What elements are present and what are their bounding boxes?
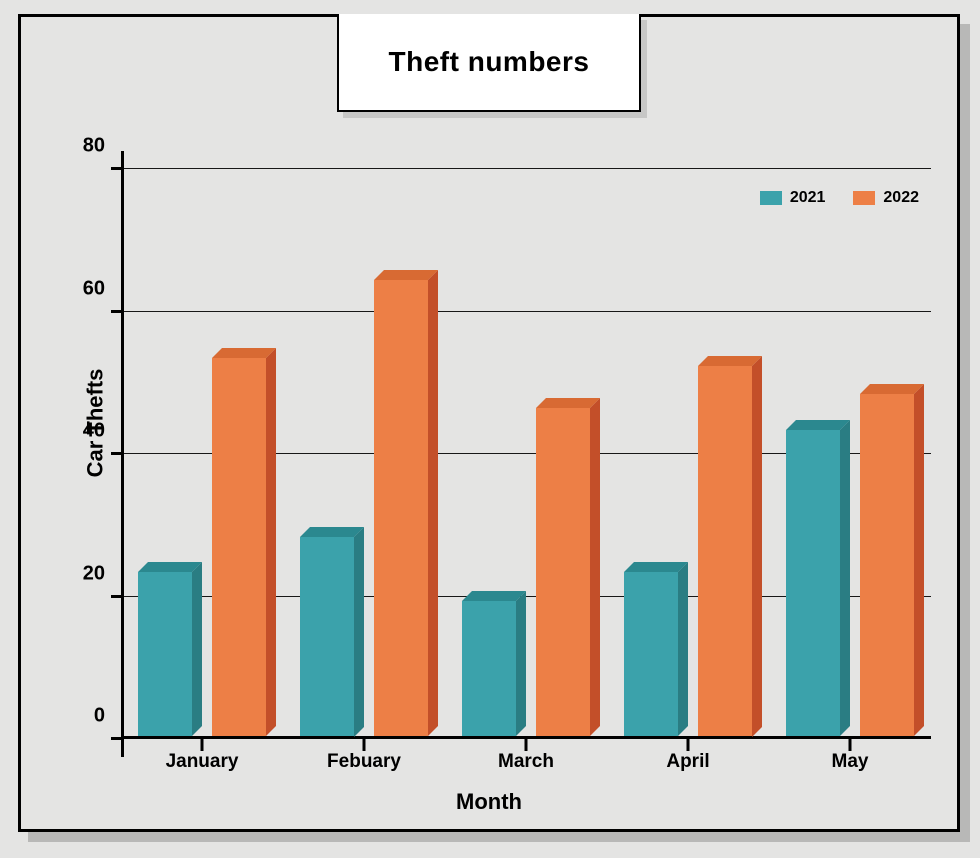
x-tick-mark: [687, 739, 690, 751]
y-tick-label: 80: [83, 135, 105, 158]
plot-area: 2021 2022 020406080JanuaryFebuaryMarchAp…: [121, 169, 931, 739]
x-tick-mark: [525, 739, 528, 751]
bar-face: [300, 537, 354, 737]
y-tick-mark: [111, 167, 121, 170]
y-tick-label: 60: [83, 277, 105, 300]
bar-face: [462, 601, 516, 736]
x-tick-label: April: [666, 751, 709, 773]
bar-face: [698, 366, 752, 737]
bar: [138, 572, 192, 736]
x-tick-label: May: [832, 751, 869, 773]
bar-side: [590, 398, 600, 736]
bar-face: [536, 408, 590, 736]
bar: [212, 358, 266, 736]
bar: [374, 280, 428, 736]
y-tick-mark: [111, 452, 121, 455]
legend-item-2022: 2022: [853, 189, 919, 207]
bar-side: [840, 420, 850, 736]
bar-face: [138, 572, 192, 736]
bar-side: [192, 562, 202, 736]
bar-face: [786, 430, 840, 736]
bar: [698, 366, 752, 737]
bar-side: [752, 356, 762, 737]
x-tick-mark: [363, 739, 366, 751]
bar-face: [624, 572, 678, 736]
legend-label-2021: 2021: [790, 189, 826, 207]
bar: [536, 408, 590, 736]
bar-face: [212, 358, 266, 736]
y-tick-mark: [111, 595, 121, 598]
x-axis-label: Month: [21, 789, 957, 815]
chart-frame: Theft numbers Car Thefts Month 2021 2022…: [18, 14, 960, 832]
x-tick-mark: [201, 739, 204, 751]
bar: [786, 430, 840, 736]
x-tick-mark: [849, 739, 852, 751]
x-tick-label: March: [498, 751, 554, 773]
gridline: [121, 311, 931, 312]
legend-swatch-2022: [853, 191, 875, 205]
x-tick-label: Febuary: [327, 751, 401, 773]
y-tick-mark: [111, 737, 121, 740]
legend: 2021 2022: [760, 189, 919, 207]
bar: [624, 572, 678, 736]
y-tick-label: 0: [94, 705, 105, 728]
bar-side: [914, 384, 924, 736]
bar-face: [860, 394, 914, 736]
bar-side: [354, 527, 364, 737]
bar: [860, 394, 914, 736]
bar-side: [266, 348, 276, 736]
bar: [462, 601, 516, 736]
gridline: [121, 168, 931, 169]
bar-face: [374, 280, 428, 736]
bar-side: [516, 591, 526, 736]
legend-label-2022: 2022: [883, 189, 919, 207]
y-tick-label: 40: [83, 420, 105, 443]
chart-area: Car Thefts Month 2021 2022 020406080Janu…: [21, 17, 957, 829]
y-axis-line: [121, 151, 124, 757]
bar-side: [678, 562, 688, 736]
legend-swatch-2021: [760, 191, 782, 205]
legend-item-2021: 2021: [760, 189, 826, 207]
bar: [300, 537, 354, 737]
x-tick-label: January: [166, 751, 239, 773]
y-tick-label: 20: [83, 562, 105, 585]
bar-side: [428, 270, 438, 736]
y-tick-mark: [111, 310, 121, 313]
